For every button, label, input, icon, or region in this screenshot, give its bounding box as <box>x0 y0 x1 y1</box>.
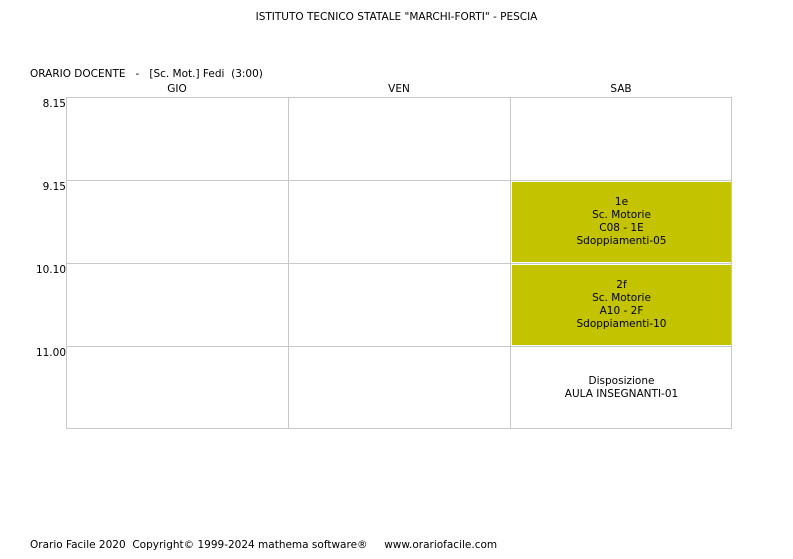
time-label-3: 10.10 <box>35 264 66 276</box>
time-label-1: 8.15 <box>42 98 66 110</box>
lesson-line: Sdoppiamenti-10 <box>576 318 667 330</box>
day-header-gio: GIO <box>167 83 187 95</box>
lesson-line: Sc. Motorie <box>592 209 651 221</box>
lesson-line: C08 - 1E <box>599 222 644 234</box>
time-label-2: 9.15 <box>42 181 66 193</box>
lesson-line: Sc. Motorie <box>592 292 651 304</box>
school-title: ISTITUTO TECNICO STATALE "MARCHI-FORTI" … <box>255 11 538 23</box>
day-header-sab: SAB <box>610 83 632 95</box>
row-divider <box>66 263 732 264</box>
lesson-cell: 1e Sc. Motorie C08 - 1E Sdoppiamenti-05 <box>512 182 731 262</box>
lesson-line: A10 - 2F <box>599 305 644 317</box>
lesson-line: Disposizione <box>588 375 655 387</box>
footer-copyright: Orario Facile 2020 Copyright© 1999-2024 … <box>30 539 498 551</box>
day-header-ven: VEN <box>388 83 410 95</box>
lesson-line: 1e <box>614 196 629 208</box>
lesson-line: AULA INSEGNANTI-01 <box>564 388 679 400</box>
lesson-cell: Disposizione AULA INSEGNANTI-01 <box>512 348 731 428</box>
lesson-line: 2f <box>616 279 627 291</box>
lesson-line: Sdoppiamenti-05 <box>576 235 667 247</box>
row-divider <box>66 180 732 181</box>
lesson-cell: 2f Sc. Motorie A10 - 2F Sdoppiamenti-10 <box>512 265 731 345</box>
time-label-4: 11.00 <box>35 347 66 359</box>
teacher-subtitle: ORARIO DOCENTE - [Sc. Mot.] Fedi (3:00) <box>30 68 263 80</box>
row-divider <box>66 346 732 347</box>
